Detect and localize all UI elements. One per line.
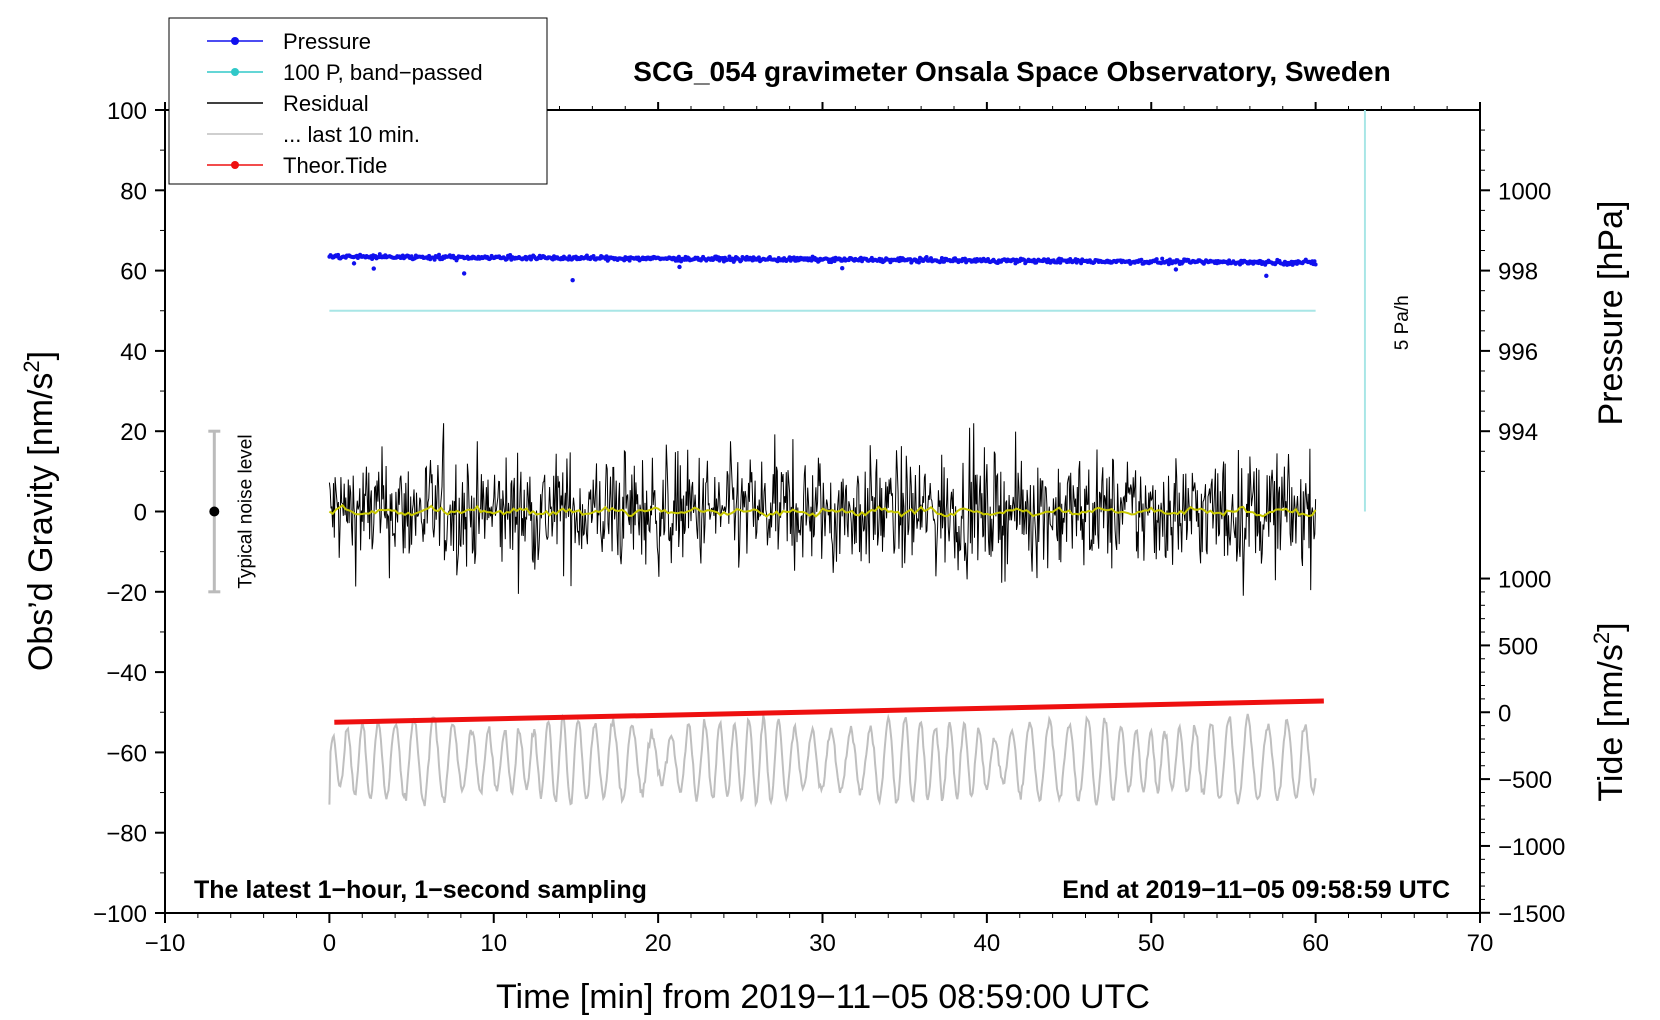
rate-marker: 5 Pa/h xyxy=(1363,110,1413,512)
x-tick-label: 40 xyxy=(974,930,1001,957)
series-theoretical-tide xyxy=(334,698,1324,725)
pressure-outlier-point xyxy=(1173,267,1179,272)
y-tick-label: 40 xyxy=(120,339,147,366)
tide-tick-label: 1000 xyxy=(1498,567,1551,594)
y-tick-label: −100 xyxy=(93,901,147,928)
legend-swatch-marker xyxy=(231,37,239,45)
pressure-point xyxy=(1313,262,1318,267)
legend-entry: 100 P, band−passed xyxy=(207,60,483,85)
pressure-outlier-point xyxy=(351,261,357,266)
legend-label: 100 P, band−passed xyxy=(283,60,483,85)
x-tick-label: 50 xyxy=(1138,930,1165,957)
y-axis-ticks: 100 80 60 40 20 0 −20 −40 −60 −80 −100 xyxy=(93,98,165,928)
series-pressure xyxy=(327,252,1318,283)
y-tick-label: −20 xyxy=(106,580,147,607)
pressure-tick-label: 994 xyxy=(1498,419,1538,446)
pressure-point xyxy=(916,260,921,265)
legend-entry: Pressure xyxy=(207,29,371,54)
pressure-point xyxy=(1160,256,1165,261)
pressure-point xyxy=(924,255,929,259)
series-residual-smoothed xyxy=(328,503,1317,518)
pressure-axis-label: Pressure [hPa] xyxy=(1592,201,1630,426)
legend-label: Theor.Tide xyxy=(283,153,387,178)
legend-label: ... last 10 min. xyxy=(283,122,420,147)
pressure-point xyxy=(792,255,796,260)
y-tick-label: −60 xyxy=(106,740,147,767)
legend-entry: Theor.Tide xyxy=(207,153,387,178)
legend: Pressure 100 P, band−passed Residual ... la… xyxy=(168,17,548,185)
y-tick-label: 20 xyxy=(120,419,147,446)
tide-tick-label: −500 xyxy=(1498,767,1552,794)
y-axis-label-left: Obs’d Gravity [nm/s2] xyxy=(19,351,60,671)
series-residual xyxy=(328,423,1317,596)
legend-swatch-marker xyxy=(231,161,239,169)
x-axis-label: Time [min] from 2019−11−05 08:59:00 UTC xyxy=(496,978,1150,1016)
noise-level-label: Typical noise level xyxy=(235,434,256,588)
pressure-point xyxy=(432,257,437,262)
pressure-point xyxy=(939,256,944,260)
series-layer xyxy=(327,252,1324,808)
pressure-tick-label: 1000 xyxy=(1498,178,1551,205)
pressure-point xyxy=(377,252,382,257)
tide-tick-label: 500 xyxy=(1498,633,1538,660)
pressure-outlier-point xyxy=(677,264,682,270)
tide-tick-label: 0 xyxy=(1498,700,1511,727)
pressure-point xyxy=(1154,257,1159,262)
y-tick-label: 80 xyxy=(120,178,147,205)
pressure-outlier-point xyxy=(840,265,845,271)
x-tick-label: 20 xyxy=(645,930,672,957)
series-last-10-min xyxy=(328,713,1317,808)
rate-label: 5 Pa/h xyxy=(1392,295,1413,350)
y-tick-label: −80 xyxy=(106,821,147,848)
pressure-point xyxy=(676,254,681,259)
x-tick-label: 10 xyxy=(480,930,507,957)
tide-axis-ticks: 1000 500 0 −500 −1000 −1500 xyxy=(1480,567,1565,928)
tide-axis-label: Tide [nm/s2] xyxy=(1589,622,1630,801)
legend-label: Pressure xyxy=(283,29,371,54)
annotation-end-time: End at 2019−11−05 09:58:59 UTC xyxy=(1062,876,1450,904)
legend-entry: Residual xyxy=(207,91,369,116)
pressure-outlier-point xyxy=(570,278,575,283)
pressure-tick-label: 996 xyxy=(1498,339,1538,366)
pressure-outlier-point xyxy=(1264,273,1269,279)
pressure-point xyxy=(929,256,933,261)
pressure-point xyxy=(1139,257,1144,262)
pressure-outlier-point xyxy=(461,271,467,276)
x-tick-label: 60 xyxy=(1302,930,1329,957)
y-tick-label: 60 xyxy=(120,259,147,286)
x-tick-label: 30 xyxy=(809,930,836,957)
pressure-point xyxy=(627,258,632,263)
pressure-point xyxy=(1312,259,1317,264)
x-tick-label: 0 xyxy=(323,930,336,957)
y-tick-label: 0 xyxy=(134,500,147,527)
pressure-outlier-point xyxy=(371,266,376,271)
legend-entry: ... last 10 min. xyxy=(207,122,420,147)
pressure-point xyxy=(604,254,609,259)
noise-level-marker: Typical noise level xyxy=(208,429,256,594)
tide-tick-label: −1000 xyxy=(1498,834,1565,861)
chart-title: SCG_054 gravimeter Onsala Space Observat… xyxy=(633,56,1390,87)
legend-label: Residual xyxy=(283,91,369,116)
pressure-axis-ticks: 1000 998 996 994 xyxy=(1480,129,1551,472)
pressure-point xyxy=(756,255,761,260)
annotation-sampling: The latest 1−hour, 1−second sampling xyxy=(194,876,647,904)
tide-tick-label: −1500 xyxy=(1498,901,1565,928)
legend-swatch-marker xyxy=(231,68,239,76)
pressure-point xyxy=(336,252,341,257)
pressure-point xyxy=(591,254,596,258)
pressure-point xyxy=(829,260,834,265)
x-tick-label: 70 xyxy=(1467,930,1494,957)
legend-box xyxy=(168,17,548,185)
pressure-point xyxy=(437,252,441,257)
y-tick-label: 100 xyxy=(107,98,147,125)
y-tick-label: −40 xyxy=(106,660,147,687)
pressure-point xyxy=(1032,257,1036,262)
x-axis-ticks: −10 0 10 20 30 40 50 60 70 xyxy=(145,102,1494,957)
pressure-tick-label: 998 xyxy=(1498,259,1538,286)
x-tick-label: −10 xyxy=(145,930,186,957)
